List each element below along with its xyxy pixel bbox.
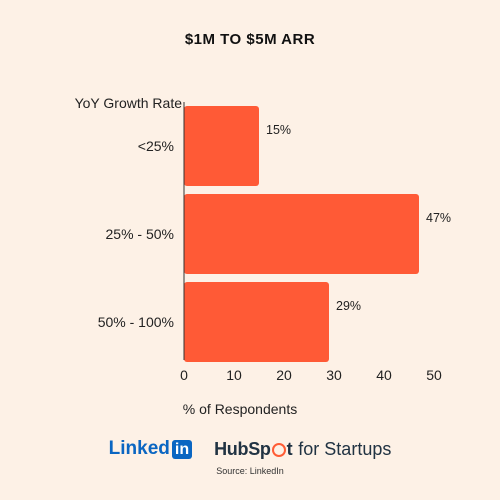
footer-logos: Linked in Hub Sp t for Startups [0, 434, 500, 464]
bars-group: <25% 15% 25% - 50% 47% 50% - 100% 29% [98, 106, 451, 362]
x-ticks-group: 0 10 20 30 40 50 [180, 367, 442, 383]
x-tick-label-2: 20 [276, 367, 292, 383]
linkedin-in-box: in [171, 439, 193, 459]
data-label-1: 47% [426, 211, 451, 225]
source-note: Source: LinkedIn [216, 466, 284, 476]
hubspot-wordmark-pre: Hub [214, 438, 249, 459]
hubspot-tagline: for Startups [298, 438, 392, 459]
x-tick-label-1: 10 [226, 367, 242, 383]
linkedin-wordmark: Linked [108, 438, 170, 459]
linkedin-logo: Linked in [108, 438, 193, 460]
category-label-0: <25% [138, 138, 174, 154]
chart-title: $1M TO $5M ARR [185, 31, 315, 48]
hubspot-wordmark-post: t [286, 438, 293, 459]
hubspot-sprocket-icon [271, 443, 286, 457]
hubspot-logo: Hub Sp t for Startups [214, 438, 392, 459]
x-tick-label-3: 30 [326, 367, 342, 383]
data-label-2: 29% [336, 299, 361, 313]
bar-1 [184, 194, 419, 274]
data-label-0: 15% [266, 123, 291, 137]
bar-2 [184, 282, 329, 362]
x-tick-label-5: 50 [426, 367, 442, 383]
category-label-2: 50% - 100% [98, 314, 174, 330]
x-tick-label-0: 0 [180, 367, 188, 383]
bar-0 [184, 106, 259, 186]
category-label-1: 25% - 50% [106, 226, 174, 242]
y-axis-label: YoY Growth Rate [75, 95, 183, 111]
x-axis-label: % of Respondents [183, 401, 297, 417]
x-tick-label-4: 40 [376, 367, 392, 383]
